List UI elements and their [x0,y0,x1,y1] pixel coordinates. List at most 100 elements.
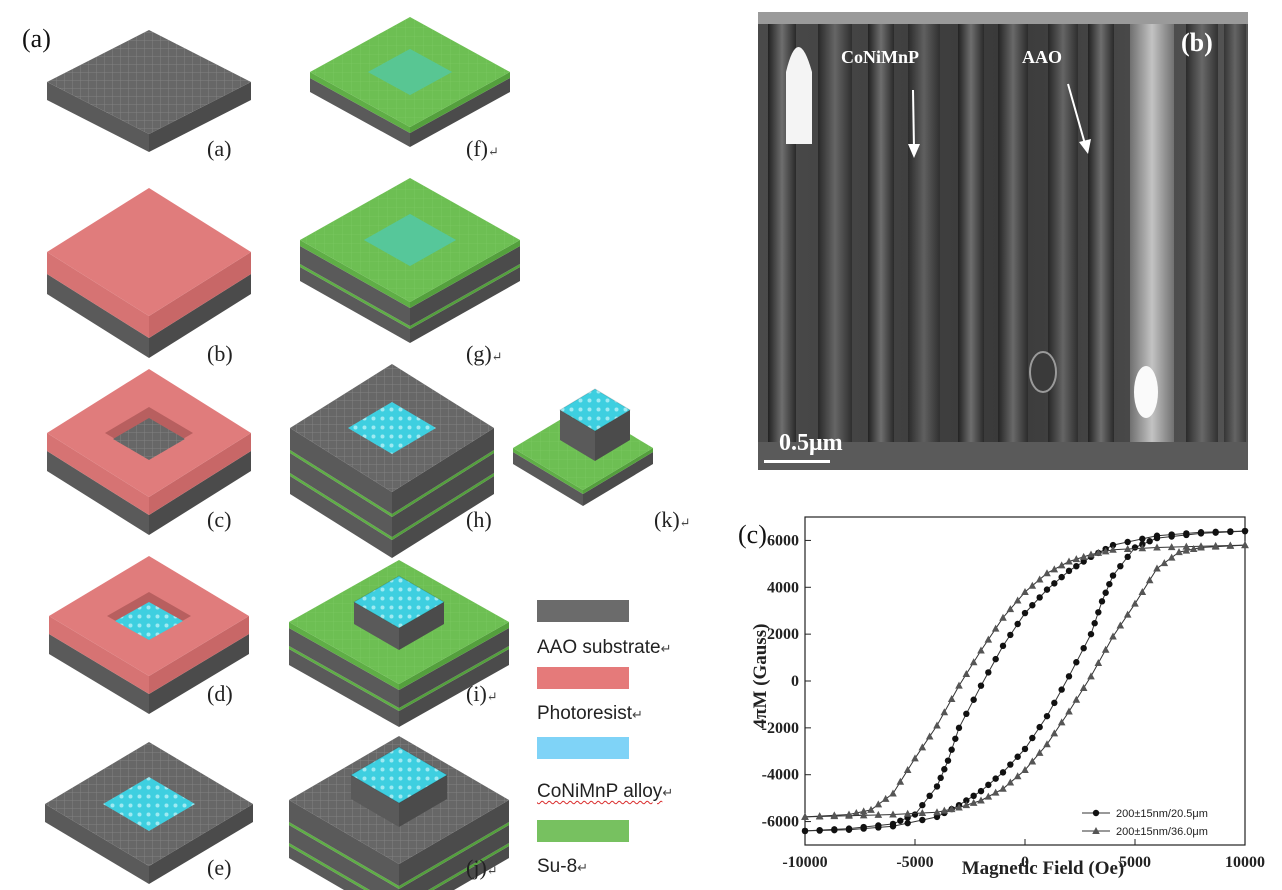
series-1-upper-point-37 [1094,548,1103,556]
series-0-upper-line [804,530,1246,832]
series-1-upper-point-32 [1057,561,1066,569]
series-1-upper-point-36 [1087,550,1095,558]
series-1-upper-point-44 [1182,542,1191,550]
series-0-lower-point-47 [1227,528,1234,536]
series-0-lower-point-0 [801,827,809,835]
step-label-h: (h) [466,507,492,532]
step-label-f: (f)↵ [466,136,499,161]
series-1-upper-point-15 [933,721,941,729]
process-step-i [289,560,509,727]
series-1-upper-point-19 [962,669,971,677]
process-step-a [47,30,251,152]
step-label-a: (a) [207,136,232,161]
step-label-g: (g)↵ [466,341,503,366]
series-1-lower-point-12 [955,803,963,811]
hysteresis-chart: -10000 -5000 0 5000 10000 -6000 -4000 -2000 0 200… [762,516,1265,871]
series-1-upper-point-41 [1138,544,1147,552]
process-step-c [47,369,251,535]
series-1-lower-point-40 [1160,559,1169,567]
series-1-lower-point-6 [889,810,897,818]
series-0-upper-point-7 [897,817,904,824]
series-0-upper-point-23 [992,655,999,663]
series-0-lower-point-37 [1117,563,1124,570]
series-1-upper-point-22 [984,635,993,643]
process-step-d [49,556,249,714]
series-1-lower-point-27 [1065,707,1073,715]
series-1-upper-line [804,544,1246,818]
series-0-lower-point-42 [1153,534,1161,542]
series-0-upper-point-41 [1139,535,1146,543]
step-label-k: (k)↵ [654,507,691,532]
series-0-lower-point-13 [963,797,970,804]
series-1-upper-point-43 [1167,543,1176,551]
series-0-lower-point-24 [1043,712,1051,720]
series-0-upper-point-12 [933,783,941,790]
series-1-upper-point-11 [903,766,912,774]
series-0-upper-point-30 [1043,586,1051,593]
series-1-lower-point-46 [1211,542,1220,550]
series-0-lower-point-15 [977,787,985,795]
series-0-lower-point-41 [1146,538,1153,545]
series-1-lower-point-20 [1013,772,1022,780]
series-0-upper-point-18 [955,724,963,732]
series-0-upper-point-32 [1058,573,1065,581]
series-0-upper-point-20 [970,696,977,703]
legend-swatch-photoresist [537,667,629,689]
panel-b-label: (b) [1181,28,1213,57]
series-1-upper-point-17 [947,694,956,702]
series-0-lower-point-9 [933,813,941,821]
series-1-upper-point-12 [911,754,919,762]
series-1-upper-point-20 [969,658,978,666]
step-label-e: (e) [207,855,232,880]
series-0-lower-point-32 [1095,609,1102,616]
series-1-lower-point-24 [1043,740,1051,748]
series-1-lower-point-36 [1131,599,1139,607]
series-1-lower-point-28 [1072,695,1081,703]
legend-marker-0 [1092,809,1100,817]
series-0-lower-point-7 [904,819,911,827]
series-1-upper-point-26 [1013,596,1022,604]
series-0-lower-point-29 [1080,645,1087,652]
series-0-lower-point-38 [1124,553,1131,561]
chart-ylabel: 4πM (Gauss) [750,623,771,729]
series-0-lower-point-27 [1065,673,1073,680]
series-1-lower-point-37 [1138,587,1147,595]
series-0-upper-point-25 [1007,631,1014,639]
series-0-upper-point-11 [926,792,933,799]
series-1-lower-point-14 [969,798,978,806]
series-1-lower-point-34 [1116,621,1125,629]
series-1-lower-point-4 [859,811,868,819]
series-0-lower-point-45 [1197,530,1205,537]
legend-label-0: 200±15nm/20.5μm [1116,808,1208,820]
process-step-k [513,388,653,506]
step-label-c: (c) [207,507,232,532]
series-0-lower-point-35 [1106,580,1113,588]
series-1-lower-point-19 [1006,778,1015,786]
tem-annotation-aao: AAO [1022,47,1062,67]
series-0-lower-point-34 [1102,589,1109,596]
series-0-upper-point-33 [1065,567,1073,575]
step-label-b: (b) [207,341,233,366]
series-1-lower-point-29 [1079,684,1088,692]
series-1-lower-point-1 [815,812,824,820]
y-tick-label-1: -4000 [762,767,799,784]
series-1-lower-point-17 [991,788,1000,796]
x-tick-label-3: 5000 [1119,854,1151,871]
legend-label-photoresist: Photoresist↵ [537,703,643,724]
series-1-upper-point-28 [1028,581,1037,589]
series-0-lower-point-30 [1087,630,1095,638]
process-step-f [310,17,510,147]
legend-marker-1 [1092,827,1100,834]
series-1-lower-point-31 [1094,659,1103,667]
series-0-lower-point-21 [1021,745,1029,753]
series-0-upper-point-35 [1080,558,1087,565]
series-0-upper-point-26 [1014,620,1021,628]
series-1-lower-point-3 [845,811,853,819]
series-1-lower-point-41 [1167,553,1176,561]
series-1-lower-point-42 [1175,548,1183,556]
series-1-lower-point-44 [1189,545,1198,553]
series-0-lower-line [804,530,1246,832]
process-step-g [300,178,520,343]
series-1-lower-point-11 [947,805,956,813]
series-0-lower-point-4 [860,825,867,832]
